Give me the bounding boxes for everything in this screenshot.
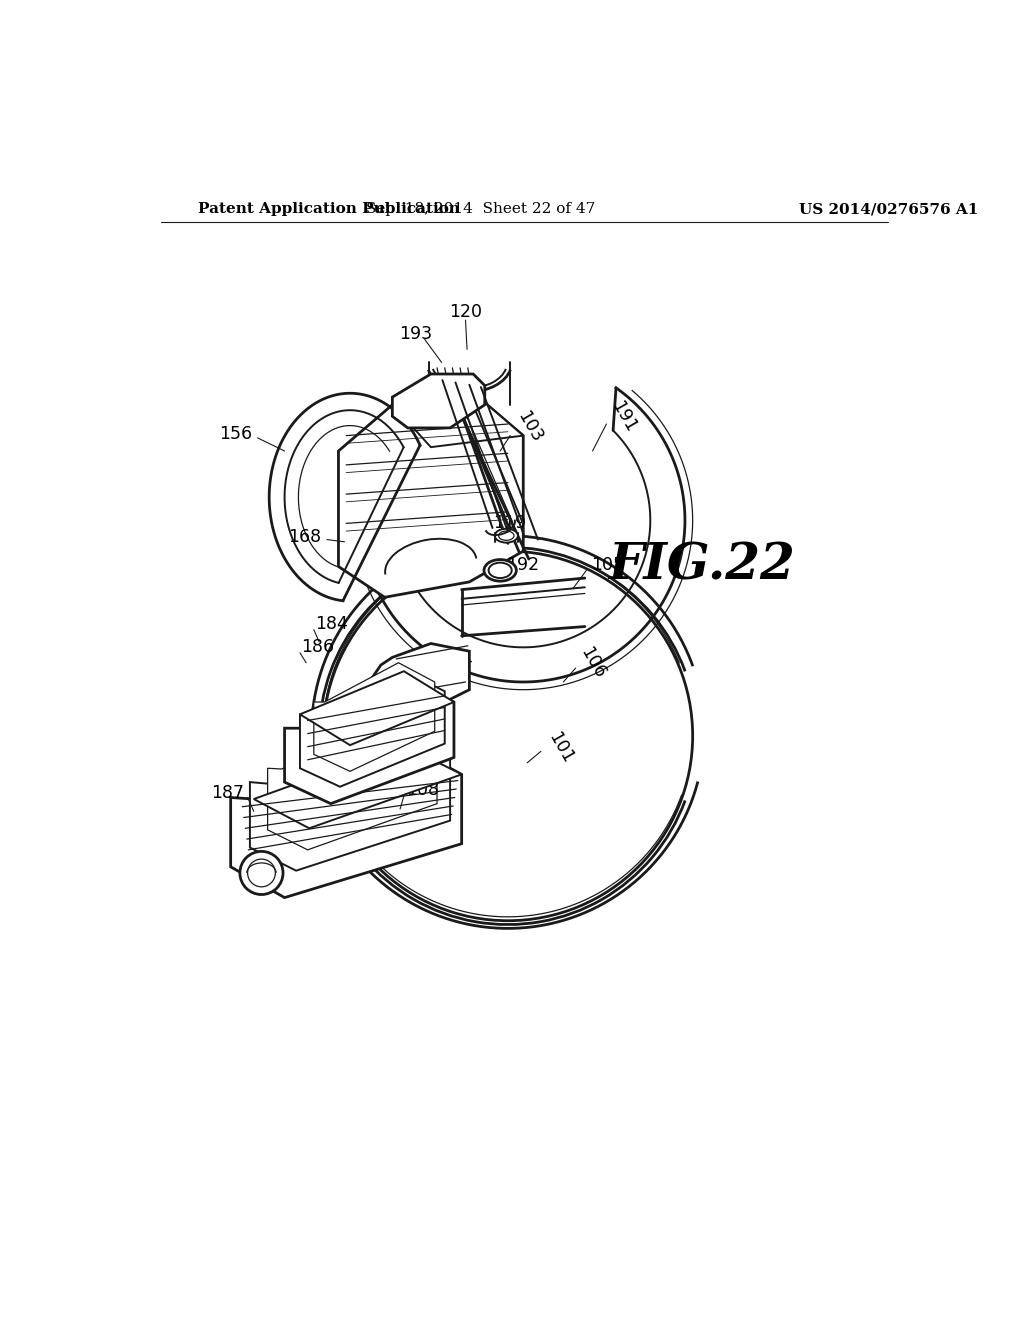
Polygon shape — [339, 389, 523, 597]
Text: 187: 187 — [212, 784, 245, 801]
Text: 144: 144 — [440, 652, 473, 669]
Text: 186: 186 — [301, 639, 335, 656]
Text: 182: 182 — [373, 685, 406, 702]
Polygon shape — [267, 723, 437, 850]
Ellipse shape — [495, 529, 518, 543]
Ellipse shape — [484, 560, 516, 581]
Circle shape — [248, 859, 275, 887]
Text: 192: 192 — [506, 556, 540, 574]
Text: 156: 156 — [219, 425, 252, 444]
Text: 183: 183 — [398, 726, 431, 743]
Polygon shape — [313, 663, 435, 771]
Text: 191: 191 — [608, 397, 640, 436]
Circle shape — [240, 851, 283, 895]
Text: FIG.22: FIG.22 — [608, 543, 796, 591]
Text: 193: 193 — [399, 325, 432, 343]
Polygon shape — [250, 734, 451, 871]
Polygon shape — [285, 681, 454, 804]
Text: Patent Application Publication: Patent Application Publication — [199, 202, 461, 216]
Text: 120: 120 — [449, 304, 482, 321]
Text: 119: 119 — [493, 515, 526, 532]
Polygon shape — [392, 374, 484, 428]
Text: 106: 106 — [578, 644, 609, 681]
Polygon shape — [392, 389, 523, 447]
Ellipse shape — [499, 531, 514, 540]
Polygon shape — [300, 671, 454, 744]
Polygon shape — [370, 644, 469, 713]
Circle shape — [323, 552, 692, 921]
Text: Sep. 18, 2014  Sheet 22 of 47: Sep. 18, 2014 Sheet 22 of 47 — [367, 202, 596, 216]
Text: US 2014/0276576 A1: US 2014/0276576 A1 — [799, 202, 978, 216]
Polygon shape — [230, 744, 462, 898]
Text: 101: 101 — [545, 729, 577, 766]
Text: 103: 103 — [514, 408, 546, 445]
Text: 105: 105 — [591, 556, 624, 574]
Polygon shape — [300, 671, 444, 787]
Text: 168: 168 — [289, 528, 322, 546]
Polygon shape — [254, 744, 462, 829]
Text: 185: 185 — [407, 704, 439, 722]
Ellipse shape — [488, 562, 512, 578]
Text: 108: 108 — [407, 781, 439, 799]
Text: 184: 184 — [315, 615, 348, 634]
